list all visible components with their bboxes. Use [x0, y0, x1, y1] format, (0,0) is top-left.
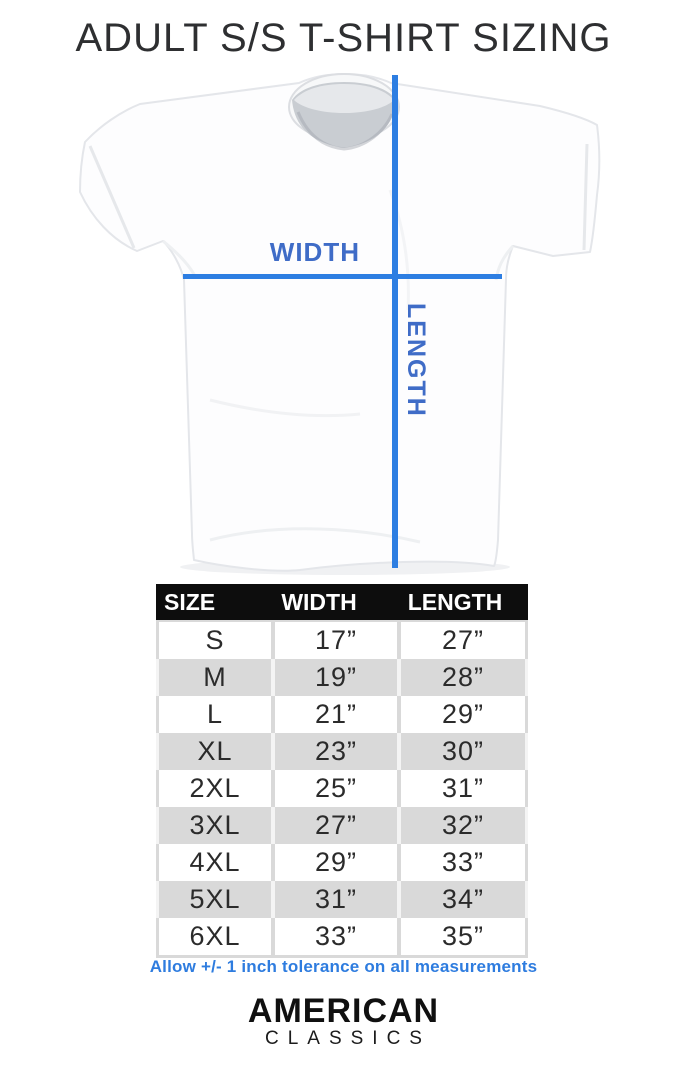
length-measure-line [392, 75, 398, 568]
table-row: S 17” 27” [156, 620, 528, 659]
cell-size: M [159, 659, 271, 696]
brand-name-classics: CLASSICS [265, 1028, 431, 1049]
cell-length: 31” [401, 770, 525, 807]
table-row: M 19” 28” [156, 659, 528, 696]
cell-width: 25” [275, 770, 397, 807]
table-row: XL 23” 30” [156, 733, 528, 770]
cell-length: 27” [401, 622, 525, 659]
cell-width: 31” [275, 881, 397, 918]
cell-width: 19” [275, 659, 397, 696]
length-label: LENGTH [402, 303, 430, 418]
cell-size: 4XL [159, 844, 271, 881]
page-title: ADULT S/S T-SHIRT SIZING [75, 16, 612, 60]
cell-size: L [159, 696, 271, 733]
table-row: L 21” 29” [156, 696, 528, 733]
table-row: 6XL 33” 35” [156, 918, 528, 958]
cell-width: 17” [275, 622, 397, 659]
width-label: WIDTH [269, 237, 360, 267]
cell-length: 32” [401, 807, 525, 844]
width-measure-line [183, 274, 502, 279]
cell-width: 33” [275, 918, 397, 955]
cell-size: 2XL [159, 770, 271, 807]
cell-width: 23” [275, 733, 397, 770]
brand-logo: AMERICAN CLASSICS [0, 994, 687, 1050]
table-row: 4XL 29” 33” [156, 844, 528, 881]
size-table-header: SIZE WIDTH LENGTH [156, 584, 528, 620]
header-cell-size: SIZE [164, 588, 216, 615]
cell-width: 21” [275, 696, 397, 733]
cell-length: 33” [401, 844, 525, 881]
tshirt-image [79, 73, 601, 575]
cell-size: 5XL [159, 881, 271, 918]
cell-width: 27” [275, 807, 397, 844]
size-table: SIZE WIDTH LENGTH S 17” 27” M 19” 28” L … [156, 584, 528, 958]
cell-size: 3XL [159, 807, 271, 844]
cell-width: 29” [275, 844, 397, 881]
table-row: 3XL 27” 32” [156, 807, 528, 844]
cell-length: 34” [401, 881, 525, 918]
cell-size: 6XL [159, 918, 271, 955]
cell-length: 28” [401, 659, 525, 696]
table-row: 2XL 25” 31” [156, 770, 528, 807]
cell-length: 29” [401, 696, 525, 733]
header-cell-length: LENGTH [407, 588, 503, 615]
brand-name-american: AMERICAN [247, 992, 440, 1030]
cell-length: 30” [401, 733, 525, 770]
cell-size: S [159, 622, 271, 659]
cell-length: 35” [401, 918, 525, 955]
tolerance-note: Allow +/- 1 inch tolerance on all measur… [149, 957, 538, 976]
cell-size: XL [159, 733, 271, 770]
header-cell-width: WIDTH [281, 588, 357, 615]
table-row: 5XL 31” 34” [156, 881, 528, 918]
